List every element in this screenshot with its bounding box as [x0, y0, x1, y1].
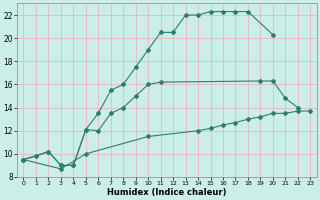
X-axis label: Humidex (Indice chaleur): Humidex (Indice chaleur) — [107, 188, 227, 197]
